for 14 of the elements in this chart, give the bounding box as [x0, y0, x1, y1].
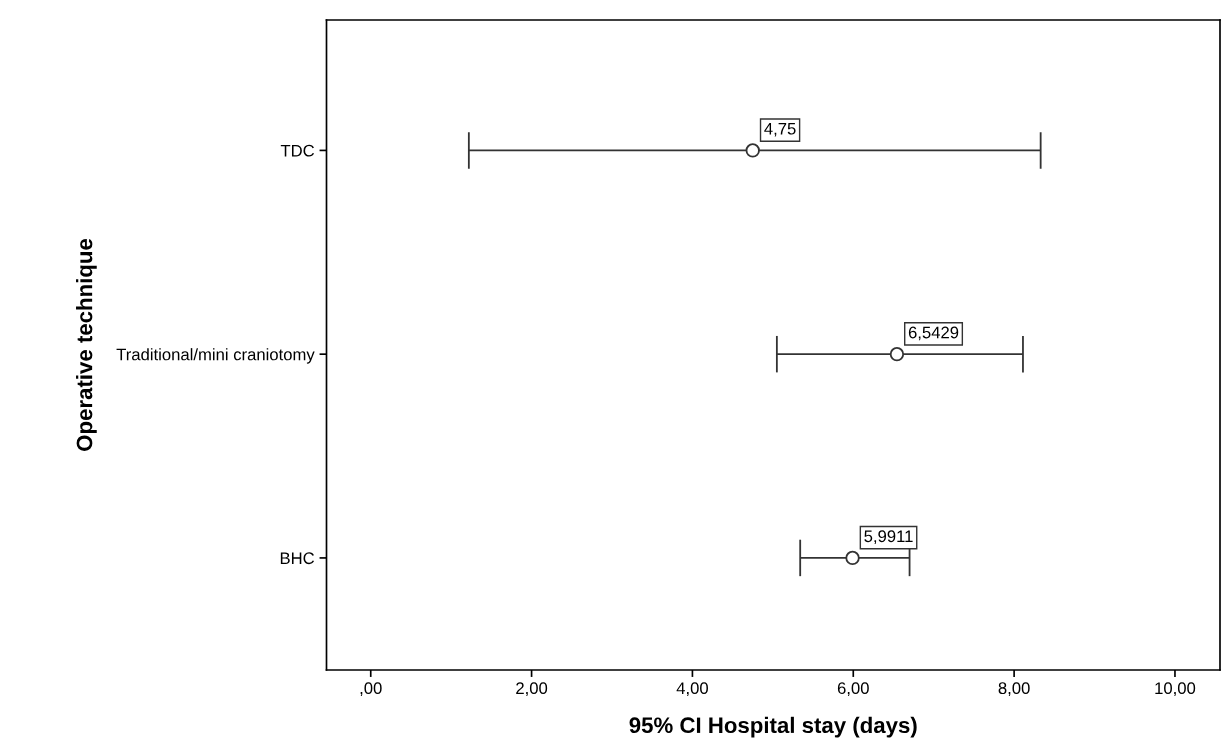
- x-tick-label: 10,00: [1155, 682, 1196, 697]
- y-axis-title: Operative technique: [76, 238, 97, 451]
- x-tick-label: 4,00: [676, 682, 708, 697]
- x-tick-label: ,00: [360, 682, 382, 697]
- data-label: 4,75: [764, 122, 796, 137]
- y-tick-label: Traditional/mini craniotomy: [116, 348, 315, 364]
- x-axis-title: 95% CI Hospital stay (days): [629, 716, 917, 738]
- data-label: 6,5429: [908, 326, 959, 341]
- x-tick-label: 8,00: [998, 682, 1030, 697]
- y-tick-label: BHC: [280, 552, 315, 565]
- x-tick-label: 6,00: [837, 682, 869, 697]
- x-tick-label: 2,00: [516, 682, 548, 697]
- data-label: 5,9911: [864, 530, 913, 545]
- y-tick-label: TDC: [280, 144, 315, 157]
